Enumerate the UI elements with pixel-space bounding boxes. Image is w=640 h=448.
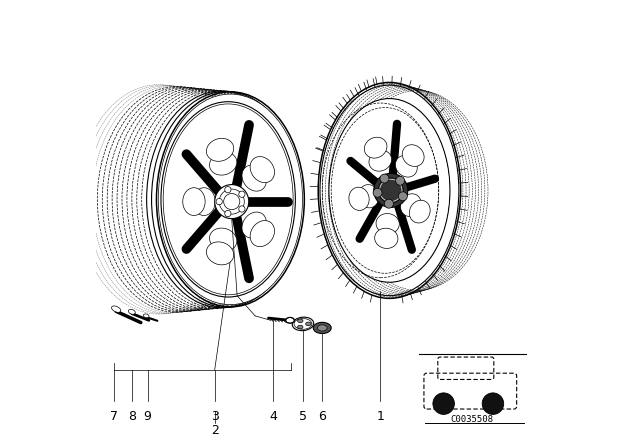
Text: 3: 3 [211, 410, 219, 423]
Ellipse shape [193, 188, 215, 215]
Ellipse shape [285, 318, 294, 323]
Ellipse shape [225, 186, 231, 193]
Ellipse shape [225, 211, 231, 217]
Text: 1: 1 [376, 410, 385, 423]
Ellipse shape [398, 192, 407, 201]
Ellipse shape [396, 176, 404, 185]
Ellipse shape [376, 214, 399, 234]
Ellipse shape [385, 199, 394, 208]
Text: 9: 9 [143, 410, 152, 423]
Ellipse shape [215, 185, 249, 219]
Text: 6: 6 [318, 410, 326, 423]
Ellipse shape [298, 325, 303, 329]
Circle shape [482, 393, 504, 414]
Circle shape [374, 173, 408, 207]
Ellipse shape [401, 194, 421, 216]
Ellipse shape [396, 155, 417, 177]
Ellipse shape [314, 323, 332, 333]
Text: 8: 8 [128, 410, 136, 423]
Ellipse shape [216, 198, 222, 205]
Ellipse shape [129, 310, 135, 314]
Ellipse shape [239, 206, 245, 212]
Ellipse shape [403, 145, 424, 167]
Ellipse shape [239, 191, 245, 198]
Ellipse shape [242, 165, 266, 191]
Ellipse shape [330, 100, 449, 280]
Text: 4: 4 [269, 410, 277, 423]
Ellipse shape [329, 99, 450, 282]
Ellipse shape [183, 188, 205, 215]
Text: 2: 2 [211, 424, 219, 437]
Ellipse shape [373, 188, 382, 197]
Ellipse shape [374, 228, 398, 249]
Ellipse shape [306, 322, 311, 326]
Circle shape [433, 393, 454, 414]
Ellipse shape [349, 187, 369, 211]
Ellipse shape [369, 150, 392, 171]
Ellipse shape [292, 317, 314, 331]
Ellipse shape [298, 319, 303, 323]
Text: 5: 5 [299, 410, 307, 423]
Ellipse shape [209, 228, 237, 251]
Ellipse shape [317, 325, 327, 331]
Ellipse shape [364, 137, 387, 158]
Ellipse shape [380, 174, 389, 183]
Ellipse shape [242, 212, 266, 238]
Ellipse shape [143, 314, 149, 318]
Text: C0035508: C0035508 [451, 415, 494, 424]
Ellipse shape [250, 157, 275, 183]
Ellipse shape [410, 200, 430, 223]
Text: 7: 7 [110, 410, 118, 423]
Ellipse shape [111, 306, 121, 312]
Ellipse shape [207, 138, 234, 161]
Ellipse shape [358, 185, 379, 208]
Ellipse shape [207, 242, 234, 265]
Ellipse shape [250, 220, 275, 246]
Ellipse shape [159, 94, 302, 305]
Ellipse shape [209, 152, 237, 175]
